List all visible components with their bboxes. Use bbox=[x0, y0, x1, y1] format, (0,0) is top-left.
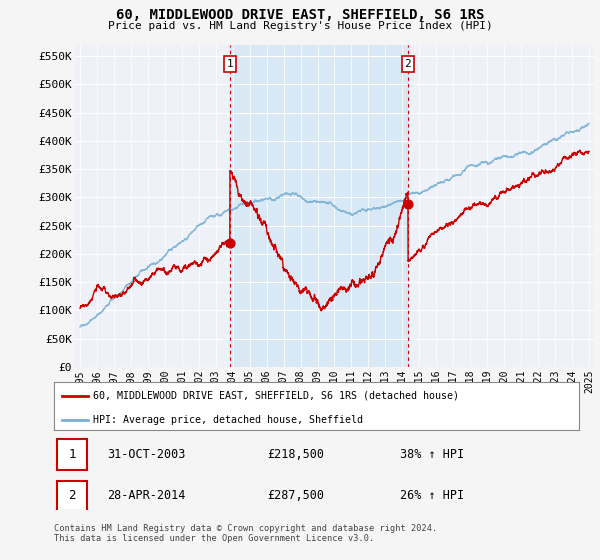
Text: Contains HM Land Registry data © Crown copyright and database right 2024.
This d: Contains HM Land Registry data © Crown c… bbox=[54, 524, 437, 543]
Point bbox=[225, 239, 235, 248]
Text: 28-APR-2014: 28-APR-2014 bbox=[107, 489, 185, 502]
Point bbox=[403, 200, 413, 209]
FancyBboxPatch shape bbox=[56, 439, 87, 469]
Text: 60, MIDDLEWOOD DRIVE EAST, SHEFFIELD, S6 1RS: 60, MIDDLEWOOD DRIVE EAST, SHEFFIELD, S6… bbox=[116, 8, 484, 22]
Text: 26% ↑ HPI: 26% ↑ HPI bbox=[400, 489, 464, 502]
Text: 2: 2 bbox=[404, 59, 412, 69]
Text: 1: 1 bbox=[226, 59, 233, 69]
Text: 60, MIDDLEWOOD DRIVE EAST, SHEFFIELD, S6 1RS (detached house): 60, MIDDLEWOOD DRIVE EAST, SHEFFIELD, S6… bbox=[94, 391, 460, 401]
Text: Price paid vs. HM Land Registry's House Price Index (HPI): Price paid vs. HM Land Registry's House … bbox=[107, 21, 493, 31]
FancyBboxPatch shape bbox=[56, 481, 87, 511]
Text: HPI: Average price, detached house, Sheffield: HPI: Average price, detached house, Shef… bbox=[94, 414, 364, 424]
Bar bbox=[230, 45, 408, 367]
Text: £218,500: £218,500 bbox=[267, 448, 324, 461]
Text: £287,500: £287,500 bbox=[267, 489, 324, 502]
Text: 31-OCT-2003: 31-OCT-2003 bbox=[107, 448, 185, 461]
Text: 1: 1 bbox=[68, 448, 76, 461]
Text: 38% ↑ HPI: 38% ↑ HPI bbox=[400, 448, 464, 461]
Text: 2: 2 bbox=[68, 489, 76, 502]
